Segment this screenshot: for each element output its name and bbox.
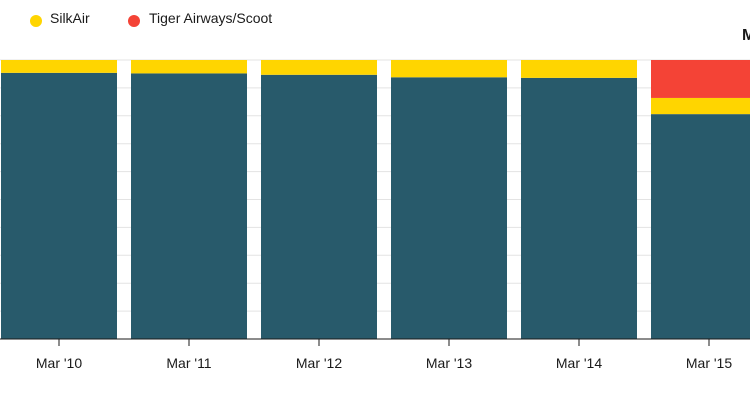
bar-segment-silkair xyxy=(521,60,637,78)
x-tick-label: Mar '13 xyxy=(426,355,472,371)
bar-segment-silkair xyxy=(651,97,750,115)
x-tick-label: Mar '12 xyxy=(296,355,342,371)
bar-segment-silkair xyxy=(391,60,507,78)
bar-segment-tiger-airways-scoot xyxy=(651,60,750,98)
bar-segment-silkair xyxy=(131,60,247,74)
x-tick-label: Mar '14 xyxy=(556,355,602,371)
bar-segment-series-0 xyxy=(391,77,507,339)
x-axis-ticks: Mar '10 Mar '11 Mar '12 Mar '13 Mar '14 Mar '… xyxy=(36,339,732,371)
legend-label-silkair: SilkAir xyxy=(50,10,90,26)
bar-segment-series-0 xyxy=(521,77,637,339)
x-tick-label: Mar '10 xyxy=(36,355,82,371)
bar-segment-series-0 xyxy=(1,72,117,340)
bar-segment-series-0 xyxy=(261,74,377,340)
legend: SilkAir Tiger Airways/Scoot xyxy=(30,10,272,27)
bars xyxy=(1,60,750,340)
bar-segment-silkair xyxy=(1,60,117,73)
x-tick-label: Mar '11 xyxy=(166,355,211,371)
legend-label-tiger-airways-scoot: Tiger Airways/Scoot xyxy=(149,10,272,26)
clipped-corner-label: M xyxy=(742,27,750,44)
x-tick-label: Mar '15 xyxy=(686,355,732,371)
legend-swatch-tiger-airways-scoot xyxy=(128,15,140,27)
bar-segment-series-0 xyxy=(651,114,750,339)
legend-swatch-silkair xyxy=(30,15,42,27)
bar-segment-series-0 xyxy=(131,73,247,339)
bar-segment-silkair xyxy=(261,60,377,75)
